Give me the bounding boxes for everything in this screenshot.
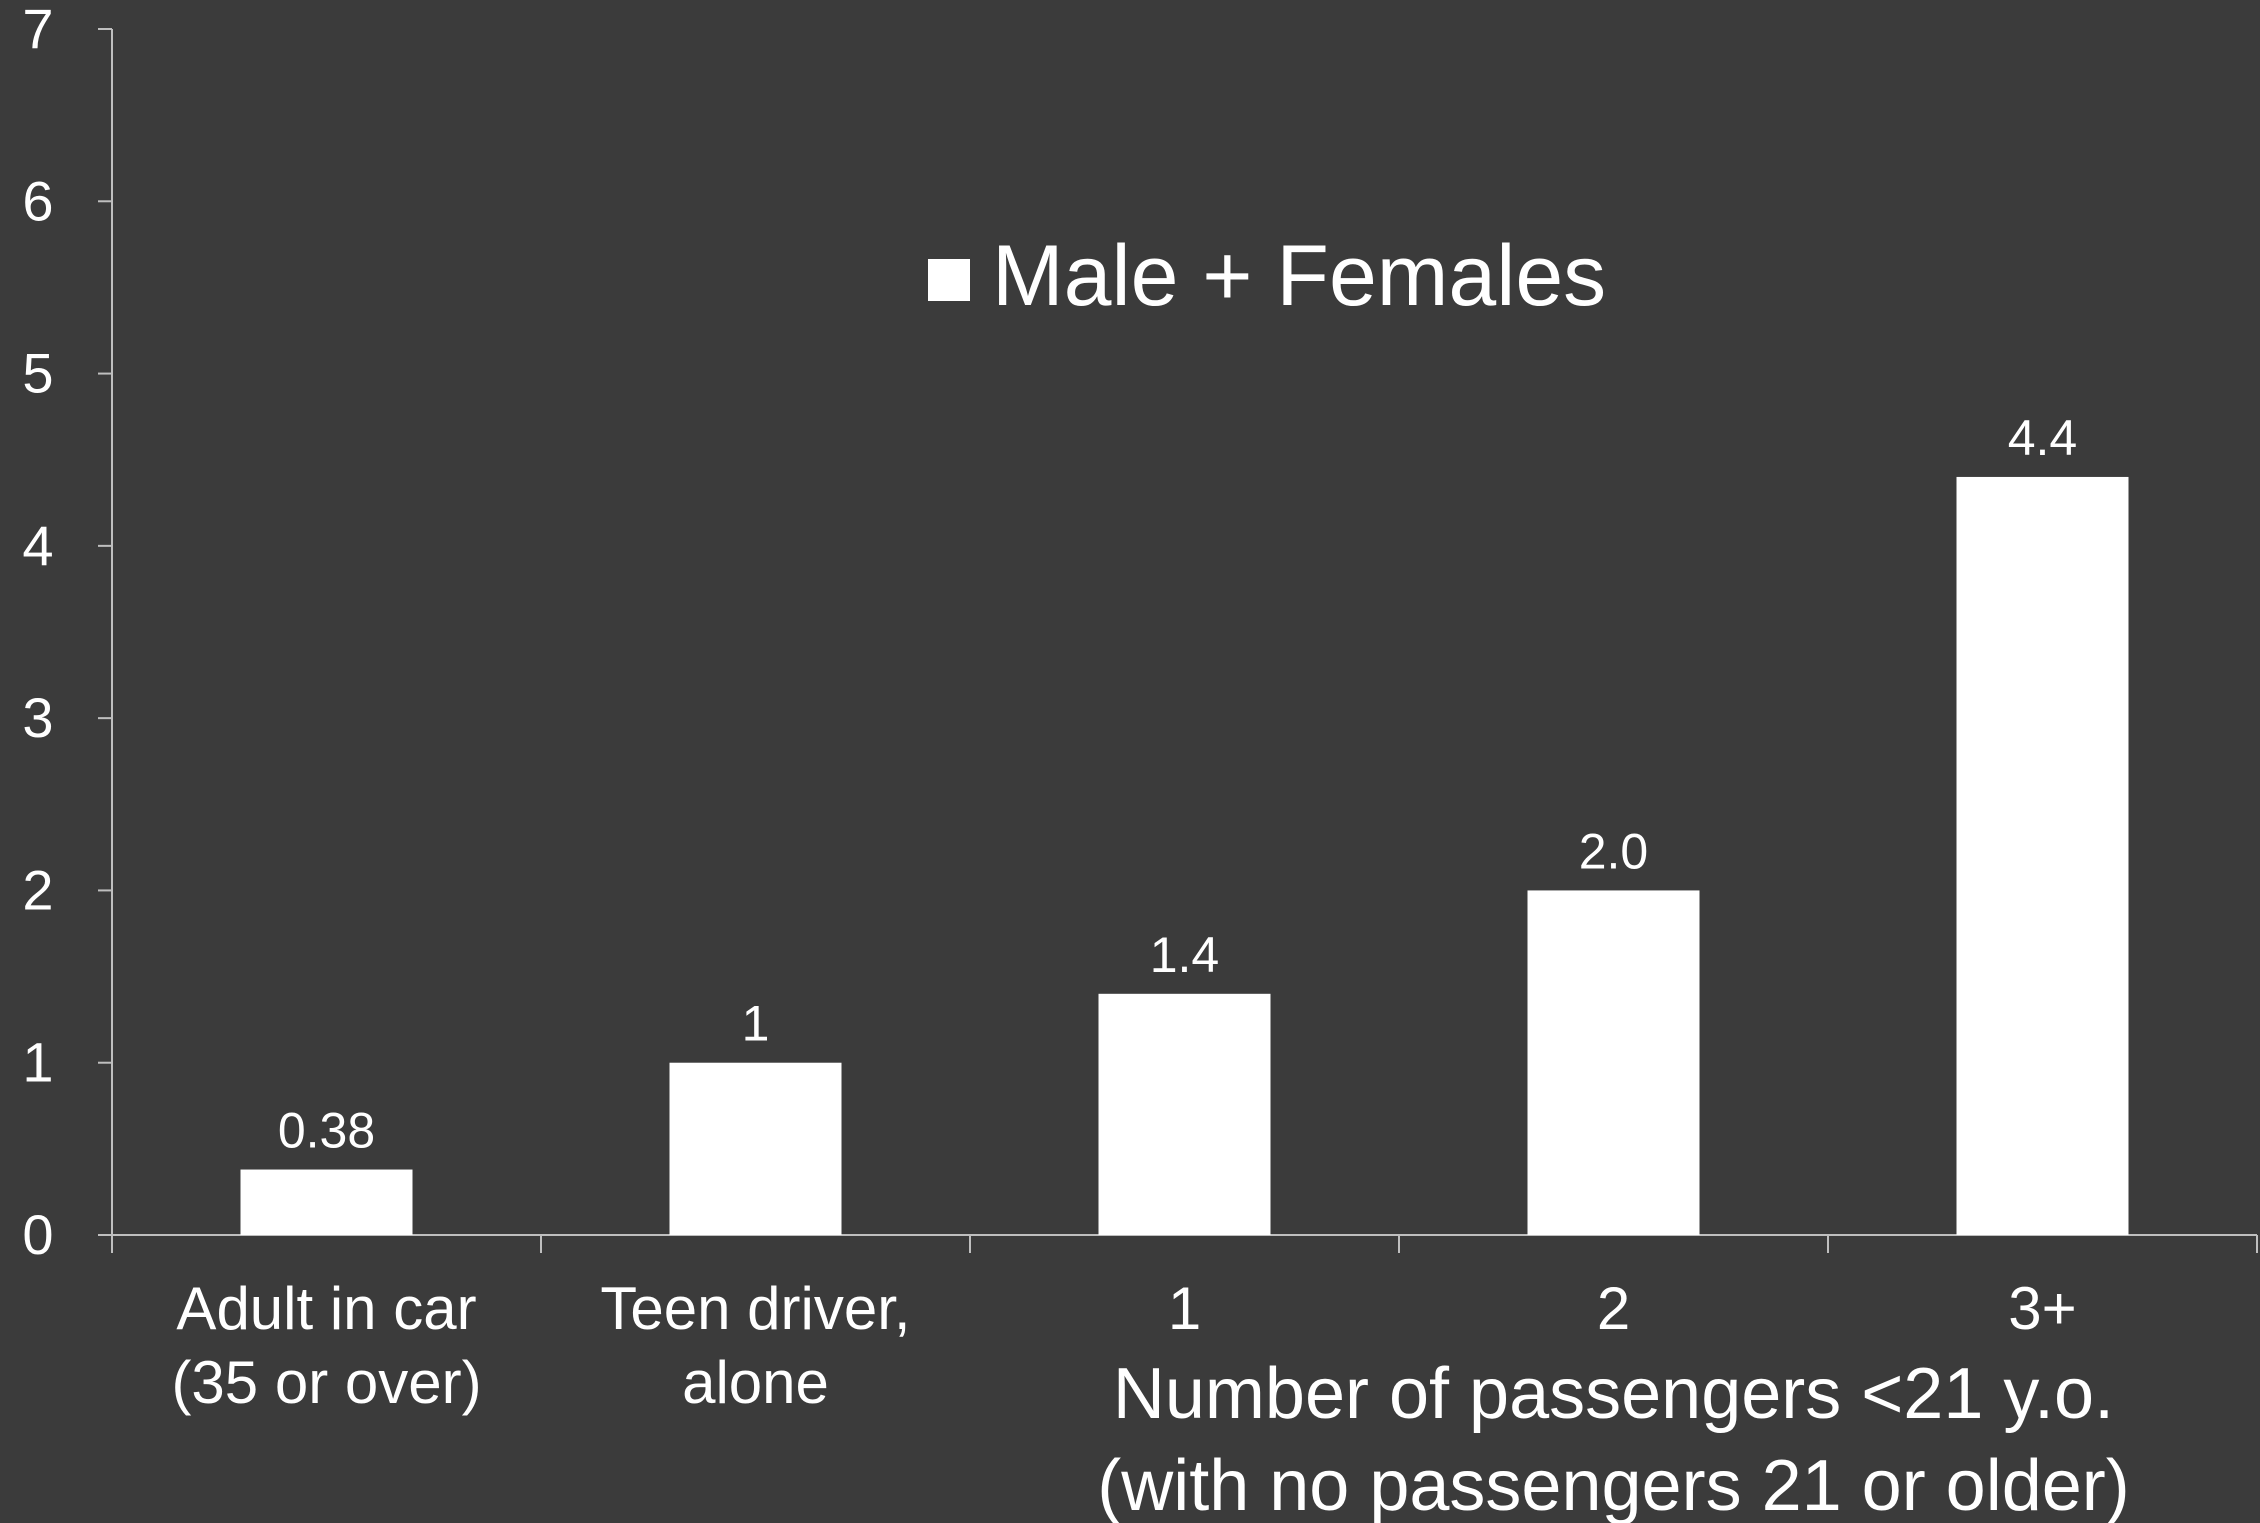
y-axis: 0 1 2 3 4 5 6 7 — [22, 0, 113, 1266]
x-category-label: alone — [682, 1349, 829, 1416]
x-category-label: 3+ — [2008, 1275, 2076, 1342]
data-labels: 0.38 1 1.4 2.0 4.4 — [278, 410, 2077, 1159]
bar — [669, 1062, 842, 1235]
bar — [240, 1169, 413, 1235]
bar — [1956, 476, 2129, 1235]
legend: Male + Females — [928, 228, 1606, 324]
x-category-label: 1 — [1168, 1275, 1201, 1342]
bar-value-label: 1.4 — [1150, 927, 1220, 983]
legend-label: Male + Females — [992, 228, 1606, 324]
bar — [1527, 890, 1700, 1235]
legend-swatch — [928, 259, 970, 301]
y-tick-label: 0 — [22, 1203, 53, 1266]
y-tick-label: 1 — [22, 1031, 53, 1094]
bar-series — [240, 476, 2129, 1235]
bar-value-label: 0.38 — [278, 1103, 375, 1159]
x-group-label: (with no passengers 21 or older) — [1097, 1446, 2130, 1523]
y-tick-label: 4 — [22, 514, 53, 577]
bar-value-label: 1 — [742, 996, 770, 1052]
y-tick-label: 2 — [22, 858, 53, 921]
y-tick-label: 6 — [22, 169, 53, 232]
bar — [1098, 993, 1271, 1235]
x-category-label: Adult in car — [176, 1275, 476, 1342]
x-category-label: Teen driver, — [600, 1275, 910, 1342]
y-tick-label: 3 — [22, 686, 53, 749]
bar-value-label: 2.0 — [1579, 823, 1649, 879]
x-group-label: Number of passengers <21 y.o. — [1113, 1354, 2114, 1434]
bar-value-label: 4.4 — [2008, 410, 2078, 466]
x-category-label: 2 — [1597, 1275, 1630, 1342]
x-axis: Adult in car (35 or over) Teen driver, alon… — [111, 1234, 2258, 1523]
x-category-label: (35 or over) — [171, 1349, 481, 1416]
y-tick-label: 5 — [22, 342, 53, 405]
y-tick-label: 7 — [22, 0, 53, 60]
